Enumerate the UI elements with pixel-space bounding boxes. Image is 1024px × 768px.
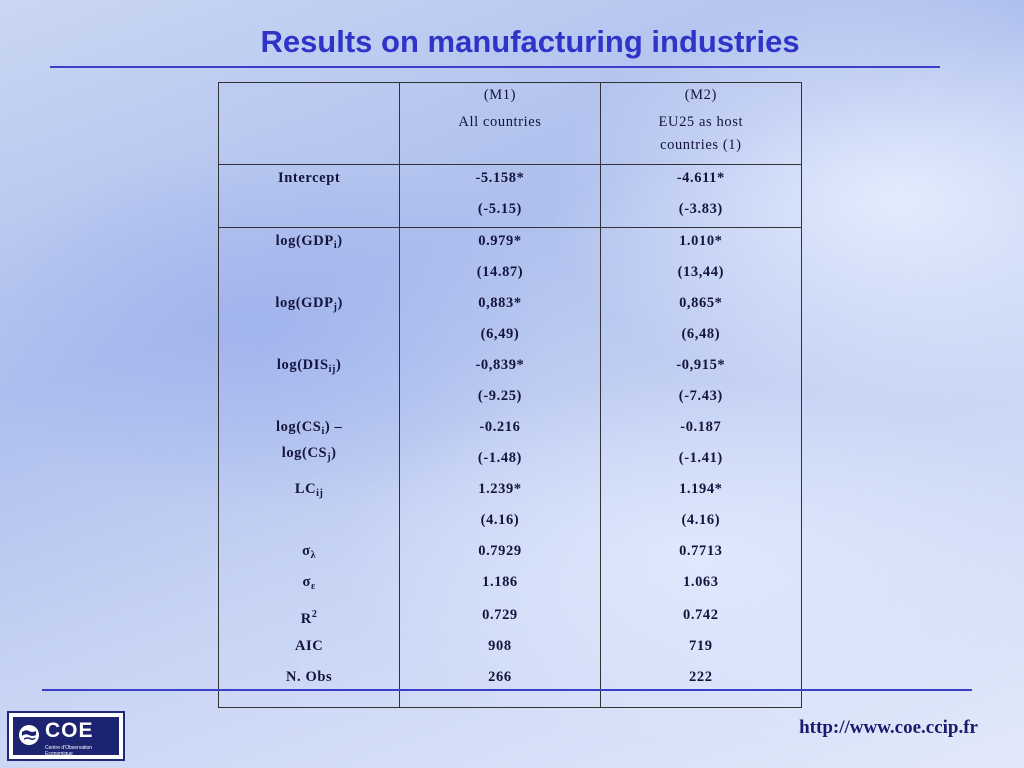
footer-divider xyxy=(42,689,972,691)
coef-value: -0.216 xyxy=(479,419,521,435)
cs-m2: -0.187 (-1.41) xyxy=(599,414,803,476)
gdp-i-m1: 0.979* (14.87) xyxy=(399,227,601,290)
t-stat-value: (-1.41) xyxy=(678,450,723,466)
coef-value: -4.611* xyxy=(676,170,725,186)
title-divider xyxy=(50,66,940,68)
coef-value: 1.186 xyxy=(482,574,518,590)
table-row-sigma-lambda: σλ 0.7929 0.7713 xyxy=(217,538,803,569)
gdp-j-m1: 0,883* (6,49) xyxy=(399,290,601,352)
coef-value: 719 xyxy=(689,638,713,654)
sigma-lambda-m2: 0.7713 xyxy=(599,538,803,569)
t-stat-value: (-1.48) xyxy=(477,450,522,466)
table-row-r2: R2 0.729 0.742 xyxy=(217,600,803,633)
dis-m1: -0,839* (-9.25) xyxy=(399,352,601,414)
coe-logo: COE Centre d'Observation Economique xyxy=(7,711,125,761)
coef-value: 1.063 xyxy=(683,574,719,590)
dis-m2: -0,915* (-7.43) xyxy=(599,352,803,414)
row-label-r2: R2 xyxy=(217,600,401,633)
row-label-lc: LCij xyxy=(217,476,401,538)
t-stat-value: (6,49) xyxy=(480,326,520,342)
t-stat-value: (13,44) xyxy=(677,264,725,280)
coef-value: 266 xyxy=(488,669,512,685)
table-row-nobs: N. Obs 266 222 xyxy=(217,664,803,708)
r2-m1: 0.729 xyxy=(399,600,601,633)
table-row-sigma-eps: σε 1.186 1.063 xyxy=(217,569,803,600)
globe-icon xyxy=(19,725,39,745)
row-label-sigma-eps: σε xyxy=(217,569,401,600)
coef-value: -0.187 xyxy=(680,419,722,435)
coef-value: 1.010* xyxy=(679,233,723,249)
m1-id: (M1) xyxy=(483,87,517,103)
logo-subtitle: Centre d'Observation Economique xyxy=(45,745,93,757)
coef-value: 0.729 xyxy=(482,607,518,623)
coef-value: 0.742 xyxy=(683,607,719,623)
logo-text: COE xyxy=(45,719,94,742)
table-row-gdp-i: log(GDPi) 0.979* (14.87) 1.010* (13,44) xyxy=(217,227,803,290)
t-stat-value: (14.87) xyxy=(476,264,524,280)
r2-m2: 0.742 xyxy=(599,600,803,633)
header-empty-cell xyxy=(217,82,401,165)
row-label-sigma-lambda: σλ xyxy=(217,538,401,569)
website-url[interactable]: http://www.coe.ccip.fr xyxy=(799,717,978,738)
table-row-lc: LCij 1.239* (4.16) 1.194* (4.16) xyxy=(217,476,803,538)
t-stat-value: (-3.83) xyxy=(678,201,723,217)
row-label-dis: log(DISij) xyxy=(217,352,401,414)
nobs-m2: 222 xyxy=(599,664,803,708)
row-label-gdp-j: log(GDPj) xyxy=(217,290,401,352)
coef-value: 222 xyxy=(689,669,713,685)
row-label-cs: log(CSi) – log(CSj) xyxy=(217,414,401,476)
gdp-j-m2: 0,865* (6,48) xyxy=(599,290,803,352)
row-label-nobs: N. Obs xyxy=(217,664,401,708)
cs-m1: -0.216 (-1.48) xyxy=(399,414,601,476)
header-m1: (M1) All countries xyxy=(399,82,601,165)
coef-value: 1.239* xyxy=(478,481,522,497)
coef-value: 0.7713 xyxy=(679,543,723,559)
table-row-gdp-j: log(GDPj) 0,883* (6,49) 0,865* (6,48) xyxy=(217,290,803,352)
table-row-aic: AIC 908 719 xyxy=(217,633,803,664)
intercept-m1: -5.158* (-5.15) xyxy=(399,164,601,228)
t-stat-value: (4.16) xyxy=(480,512,520,528)
table-header-row: (M1) All countries (M2) EU25 as host cou… xyxy=(217,82,803,165)
coef-value: 0.979* xyxy=(478,233,522,249)
m1-desc: All countries xyxy=(458,114,542,130)
coef-value: 0.7929 xyxy=(478,543,522,559)
lc-m2: 1.194* (4.16) xyxy=(599,476,803,538)
table-row-cs: log(CSi) – log(CSj) -0.216 (-1.48) -0.18… xyxy=(217,414,803,476)
sigma-lambda-m1: 0.7929 xyxy=(399,538,601,569)
t-stat-value: (-5.15) xyxy=(477,201,522,217)
coef-value: -0,839* xyxy=(475,357,525,373)
row-label-intercept: Intercept xyxy=(217,164,401,228)
aic-m1: 908 xyxy=(399,633,601,664)
intercept-m2: -4.611* (-3.83) xyxy=(599,164,803,228)
sigma-eps-m1: 1.186 xyxy=(399,569,601,600)
coef-value: 908 xyxy=(488,638,512,654)
lc-m1: 1.239* (4.16) xyxy=(399,476,601,538)
coef-value: 0,865* xyxy=(679,295,723,311)
sigma-eps-m2: 1.063 xyxy=(599,569,803,600)
table-row-dis: log(DISij) -0,839* (-9.25) -0,915* (-7.4… xyxy=(217,352,803,414)
slide-title: Results on manufacturing industries xyxy=(260,24,800,59)
t-stat-value: (6,48) xyxy=(681,326,721,342)
coef-value: -5.158* xyxy=(475,170,525,186)
nobs-m1: 266 xyxy=(399,664,601,708)
coef-value: 1.194* xyxy=(679,481,723,497)
m2-id: (M2) xyxy=(684,87,717,103)
coef-value: 0,883* xyxy=(478,295,522,311)
header-m2: (M2) EU25 as host countries (1) xyxy=(599,82,803,165)
table-row-intercept: Intercept -5.158* (-5.15) -4.611* (-3.83… xyxy=(217,164,803,228)
row-label-aic: AIC xyxy=(217,633,401,664)
regression-results-table: (M1) All countries (M2) EU25 as host cou… xyxy=(217,82,803,708)
row-label-gdp-i: log(GDPi) xyxy=(217,227,401,290)
t-stat-value: (-7.43) xyxy=(678,388,723,404)
aic-m2: 719 xyxy=(599,633,803,664)
t-stat-value: (-9.25) xyxy=(477,388,522,404)
m2-desc-line1: EU25 as host xyxy=(658,114,744,130)
coef-value: -0,915* xyxy=(676,357,726,373)
gdp-i-m2: 1.010* (13,44) xyxy=(599,227,803,290)
t-stat-value: (4.16) xyxy=(681,512,721,528)
m2-desc-line2: countries (1) xyxy=(660,137,742,153)
